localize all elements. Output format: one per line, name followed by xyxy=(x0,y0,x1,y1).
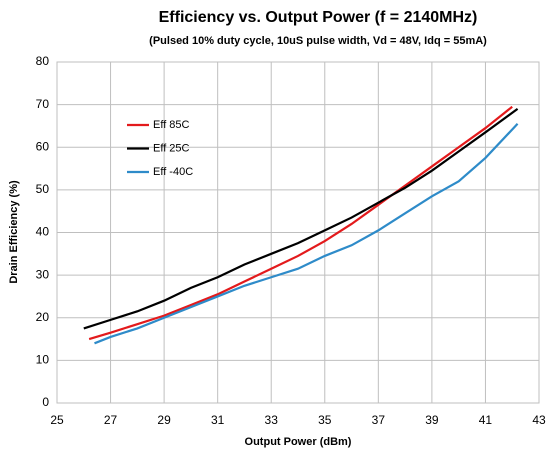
chart-title: Efficiency vs. Output Power (f = 2140MHz… xyxy=(159,9,478,26)
y-tick-label: 10 xyxy=(36,353,50,367)
x-tick-label: 39 xyxy=(425,413,439,427)
y-tick-label: 30 xyxy=(36,267,50,281)
x-tick-label: 41 xyxy=(479,413,493,427)
series-line xyxy=(94,123,519,345)
y-tick-label: 60 xyxy=(36,139,50,153)
x-tick-label: 31 xyxy=(211,413,225,427)
y-axis-label: Drain Efficiency (%) xyxy=(8,180,20,284)
x-tick-label: 43 xyxy=(532,413,546,427)
y-tick-label: 70 xyxy=(36,97,50,111)
x-tick-label: 27 xyxy=(104,413,118,427)
legend-label: Eff 85C xyxy=(153,119,190,131)
x-tick-label: 37 xyxy=(372,413,386,427)
series-line xyxy=(88,105,513,341)
y-tick-label: 20 xyxy=(36,310,50,324)
x-tick-label: 35 xyxy=(318,413,332,427)
x-tick-label: 25 xyxy=(50,413,64,427)
y-tick-label: 80 xyxy=(36,54,50,68)
x-tick-label: 29 xyxy=(157,413,171,427)
x-axis-label: Output Power (dBm) xyxy=(245,436,352,448)
legend-label: Eff 25C xyxy=(153,142,190,154)
y-tick-label: 50 xyxy=(36,182,50,196)
x-tick-label: 33 xyxy=(265,413,279,427)
chart-subtitle: (Pulsed 10% duty cycle, 10uS pulse width… xyxy=(149,35,487,47)
y-tick-label: 40 xyxy=(36,225,50,239)
legend-label: Eff -40C xyxy=(153,166,193,178)
series-line xyxy=(83,107,519,330)
y-tick-label: 0 xyxy=(42,395,49,409)
plot-border xyxy=(56,61,540,404)
